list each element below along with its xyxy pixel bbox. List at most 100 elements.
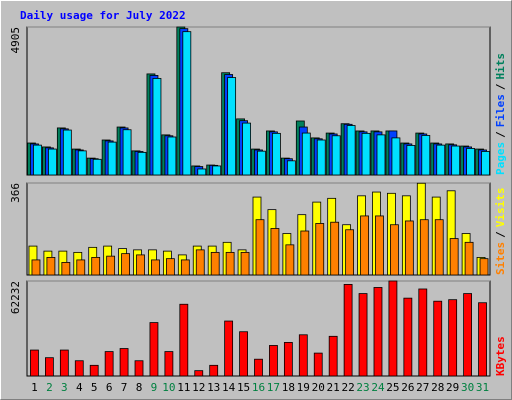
bar (331, 135, 341, 176)
bar (33, 144, 42, 176)
bar (421, 135, 431, 176)
x-tick-label: 8 (136, 381, 143, 394)
bar (300, 230, 310, 276)
x-tick-label: 10 (162, 381, 175, 394)
bar (136, 254, 145, 276)
bar (463, 293, 472, 377)
legend: Sites / Visits (494, 188, 507, 276)
bar (343, 284, 353, 377)
x-tick-label: 13 (207, 381, 220, 394)
legend-entry: Pages (494, 142, 507, 175)
bar (119, 348, 129, 377)
x-tick-label: 26 (401, 381, 414, 394)
x-tick-label: 1 (31, 381, 38, 394)
bar (209, 364, 219, 377)
bar (478, 302, 487, 377)
bar (62, 129, 72, 176)
x-tick-label: 20 (312, 381, 325, 394)
bar (122, 129, 132, 176)
bar (46, 257, 56, 276)
bar (361, 132, 371, 176)
bar (89, 364, 99, 377)
bar (121, 253, 130, 276)
x-tick-label: 9 (151, 381, 158, 394)
bar (164, 351, 174, 377)
bar (481, 151, 490, 176)
bar (345, 229, 355, 276)
bar (330, 221, 340, 276)
bar (360, 215, 369, 276)
bar (388, 280, 398, 377)
bar (167, 136, 177, 176)
bar (224, 320, 234, 377)
bar (31, 259, 41, 276)
x-tick-label: 11 (177, 381, 190, 394)
bar (419, 219, 429, 276)
bar (286, 160, 296, 176)
bar (210, 251, 220, 276)
bar (436, 144, 446, 176)
bar (346, 125, 356, 176)
bar (225, 251, 235, 276)
bar (449, 238, 459, 276)
x-tick-label: 2 (46, 381, 53, 394)
bar (254, 358, 263, 377)
legend-entry: Sites (494, 242, 507, 275)
bar (92, 158, 102, 176)
bar (315, 223, 325, 276)
x-tick-label: 5 (91, 381, 98, 394)
bar (194, 370, 204, 377)
legend-separator: / (494, 131, 507, 138)
x-tick-label: 28 (431, 381, 444, 394)
bar (283, 342, 293, 377)
bar (451, 145, 461, 176)
bar (358, 293, 368, 377)
x-tick-label: 21 (327, 381, 340, 394)
bar (165, 258, 175, 276)
bar (59, 349, 69, 377)
bar (403, 297, 413, 377)
x-tick-label: 14 (222, 381, 236, 394)
bar (272, 132, 281, 176)
legend-entry: Files (494, 94, 507, 127)
x-tick-label: 31 (476, 381, 489, 394)
bar (197, 168, 207, 176)
bar (375, 215, 384, 276)
bar (74, 360, 84, 377)
bar (240, 251, 250, 276)
bar (180, 259, 190, 276)
bar (91, 257, 101, 276)
x-tick-label: 29 (446, 381, 459, 394)
bar (255, 219, 265, 276)
bar (239, 331, 248, 377)
x-tick-label: 4 (76, 381, 83, 394)
bar (418, 288, 428, 377)
legend-separator: / (494, 83, 507, 90)
bar (448, 299, 458, 377)
x-tick-label: 22 (341, 381, 354, 394)
bar (30, 349, 39, 377)
x-tick-label: 3 (61, 381, 68, 394)
bar (269, 345, 278, 377)
bar (390, 224, 399, 276)
bar (479, 258, 489, 276)
x-tick-label: 18 (282, 381, 295, 394)
bar (151, 259, 160, 276)
bar (137, 151, 147, 176)
bar (301, 132, 311, 176)
bar (48, 148, 57, 176)
bar (227, 77, 237, 176)
bar (466, 148, 475, 176)
bar (212, 165, 222, 176)
bar (134, 360, 144, 377)
x-tick-label: 12 (192, 381, 205, 394)
bar (45, 357, 54, 377)
bar (257, 150, 266, 176)
legend-entry: Visits (494, 188, 507, 228)
bar (316, 139, 326, 176)
bar (77, 150, 87, 176)
legend: KBytes (494, 336, 507, 376)
x-tick-label: 27 (416, 381, 429, 394)
